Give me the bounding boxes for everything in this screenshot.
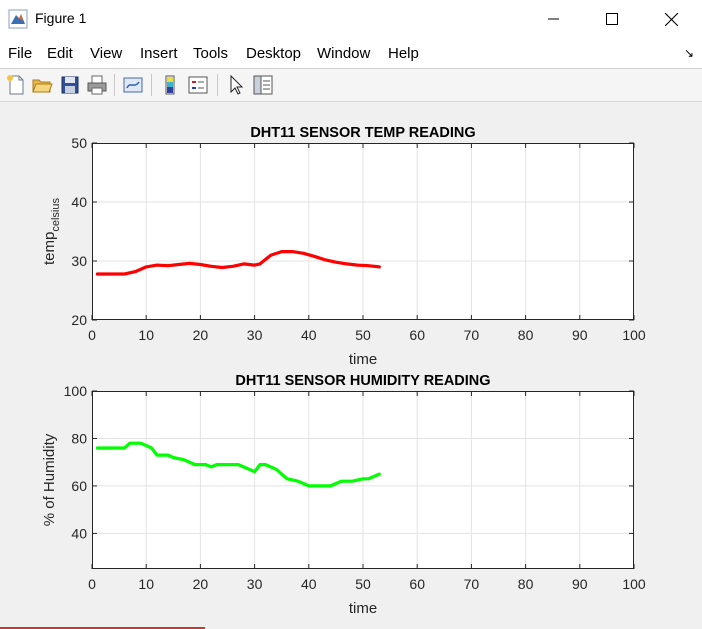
y-tick-label: 40 [71,194,87,210]
menu-overflow-icon[interactable]: ↘ [683,46,694,60]
x-tick-label: 70 [464,327,480,343]
y-tick-label: 40 [71,525,87,541]
x-tick-label: 60 [409,576,425,592]
taskbar-accent [0,627,205,629]
y-tick-label: 100 [64,383,88,399]
menu-desktop[interactable]: Desktop [246,45,302,62]
link-plot-icon[interactable] [121,73,145,97]
x-tick-label: 80 [518,576,534,592]
menu-edit[interactable]: Edit [47,45,73,62]
toolbar-separator [114,74,115,96]
x-tick-label: 50 [355,327,371,343]
chart-title: DHT11 SENSOR TEMP READING [250,125,475,141]
save-icon[interactable] [58,73,82,97]
minimize-button[interactable] [526,0,582,38]
window-bottom-edge [0,626,702,629]
y-tick-label: 50 [71,135,87,151]
x-tick-label: 90 [572,576,588,592]
chart-title: DHT11 SENSOR HUMIDITY READING [235,373,490,389]
x-tick-label: 20 [193,327,209,343]
x-tick-label: 100 [622,576,646,592]
x-tick-label: 90 [572,327,588,343]
minimize-icon [548,18,559,20]
close-button[interactable] [643,0,699,38]
x-tick-label: 0 [88,576,96,592]
y-axis-label: tempcelsius [41,198,62,265]
x-tick-label: 40 [301,327,317,343]
menu-bar: File Edit View Insert Tools Desktop Wind… [0,38,702,69]
x-tick-label: 20 [193,576,209,592]
menu-view[interactable]: View [90,45,123,62]
y-tick-label: 20 [71,312,87,328]
series-line [95,441,381,488]
axes-2: 0 10 20 30 40 50 60 70 80 90 100 40 60 80 100 DHT11 SEN… [41,373,646,617]
maximize-icon [606,13,618,25]
series-line [95,250,381,276]
close-icon [664,12,678,26]
new-figure-icon[interactable] [4,73,28,97]
x-tick-label: 0 [88,327,96,343]
y-axis-label: % of Humidity [41,433,58,526]
x-tick-label: 10 [138,327,154,343]
toolbar-separator [151,74,152,96]
x-axis-label: time [349,351,377,368]
x-tick-label: 30 [247,327,263,343]
insert-colorbar-icon[interactable] [158,73,182,97]
print-icon[interactable] [85,73,109,97]
x-tick-label: 80 [518,327,534,343]
x-tick-label: 60 [409,327,425,343]
menu-file[interactable]: File [8,45,33,62]
x-tick-label: 50 [355,576,371,592]
x-tick-label: 30 [247,576,263,592]
menu-help[interactable]: Help [388,45,419,62]
property-inspector-icon[interactable] [251,73,275,97]
insert-legend-icon[interactable] [186,73,210,97]
window-title-bar: Figure 1 [0,0,702,38]
x-tick-label: 40 [301,576,317,592]
y-tick-label: 80 [71,430,87,446]
toolbar-separator [217,74,218,96]
open-file-icon[interactable] [30,73,54,97]
figure-toolbar [0,69,702,102]
menu-window[interactable]: Window [317,45,371,62]
x-tick-label: 100 [622,327,646,343]
axes-1: 0 10 20 30 40 50 60 70 80 90 100 20 30 40 50 DHT11 SENS… [41,125,646,368]
x-axis-label: time [349,600,377,617]
pointer-icon[interactable] [224,73,248,97]
menu-insert[interactable]: Insert [140,45,178,62]
y-tick-label: 30 [71,253,87,269]
y-tick-label: 60 [71,478,87,494]
window-title: Figure 1 [35,10,87,26]
x-tick-label: 70 [464,576,480,592]
menu-tools[interactable]: Tools [193,45,229,62]
x-tick-label: 10 [138,576,154,592]
maximize-button[interactable] [584,0,640,38]
matlab-logo-icon [8,9,28,29]
